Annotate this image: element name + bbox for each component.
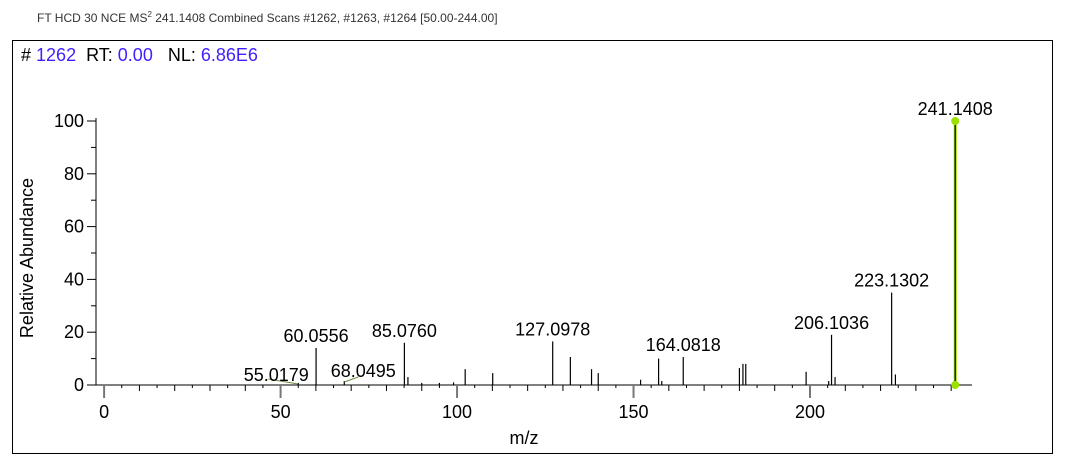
peak-label: 55.0179 (244, 365, 309, 385)
header-superscript: 2 (147, 10, 152, 19)
nl-value: 6.86E6 (200, 45, 258, 65)
x-tick-label: 50 (271, 402, 291, 422)
peak-label: 164.0818 (646, 335, 721, 355)
x-tick-label: 100 (442, 402, 472, 422)
base-peak-marker-bottom (951, 381, 960, 389)
y-tick-label: 0 (74, 375, 84, 395)
x-tick-label: 200 (795, 402, 825, 422)
label-leader (268, 378, 299, 385)
y-tick-label: 60 (64, 217, 84, 237)
peak-label: 127.0978 (515, 319, 590, 339)
x-tick-label: 0 (99, 402, 109, 422)
scan-header: FT HCD 30 NCE MS2 241.1408 Combined Scan… (37, 10, 498, 25)
spectrum-frame (12, 40, 1053, 454)
x-axis-label: m/z (510, 428, 539, 448)
peak-label: 68.0495 (331, 361, 396, 381)
rt-value: 0.00 (117, 45, 153, 65)
y-axis-label: Relative Abundance (17, 178, 37, 338)
y-tick-label: 20 (64, 322, 84, 342)
scan-info: # 1262 RT: 0.00 NL: 6.86E6 (21, 45, 258, 66)
peak-label: 206.1036 (794, 313, 869, 333)
nl-label: NL: (167, 45, 196, 65)
peak-label: 60.0556 (284, 326, 349, 346)
y-tick-label: 100 (54, 111, 84, 131)
scan-number: 1262 (36, 45, 77, 65)
label-leader (344, 376, 359, 383)
header-prefix: FT HCD 30 NCE MS (37, 11, 148, 25)
scan-label: # (21, 45, 32, 65)
y-tick-label: 80 (64, 164, 84, 184)
rt-label: RT: (86, 45, 113, 65)
peak-label: 241.1408 (918, 99, 993, 119)
base-peak-marker-top (951, 117, 960, 125)
y-tick-label: 40 (64, 269, 84, 289)
peak-label: 85.0760 (372, 321, 437, 341)
header-suffix: 241.1408 Combined Scans #1262, #1263, #1… (151, 11, 498, 25)
x-tick-label: 150 (619, 402, 649, 422)
peak-label: 223.1302 (854, 271, 929, 291)
